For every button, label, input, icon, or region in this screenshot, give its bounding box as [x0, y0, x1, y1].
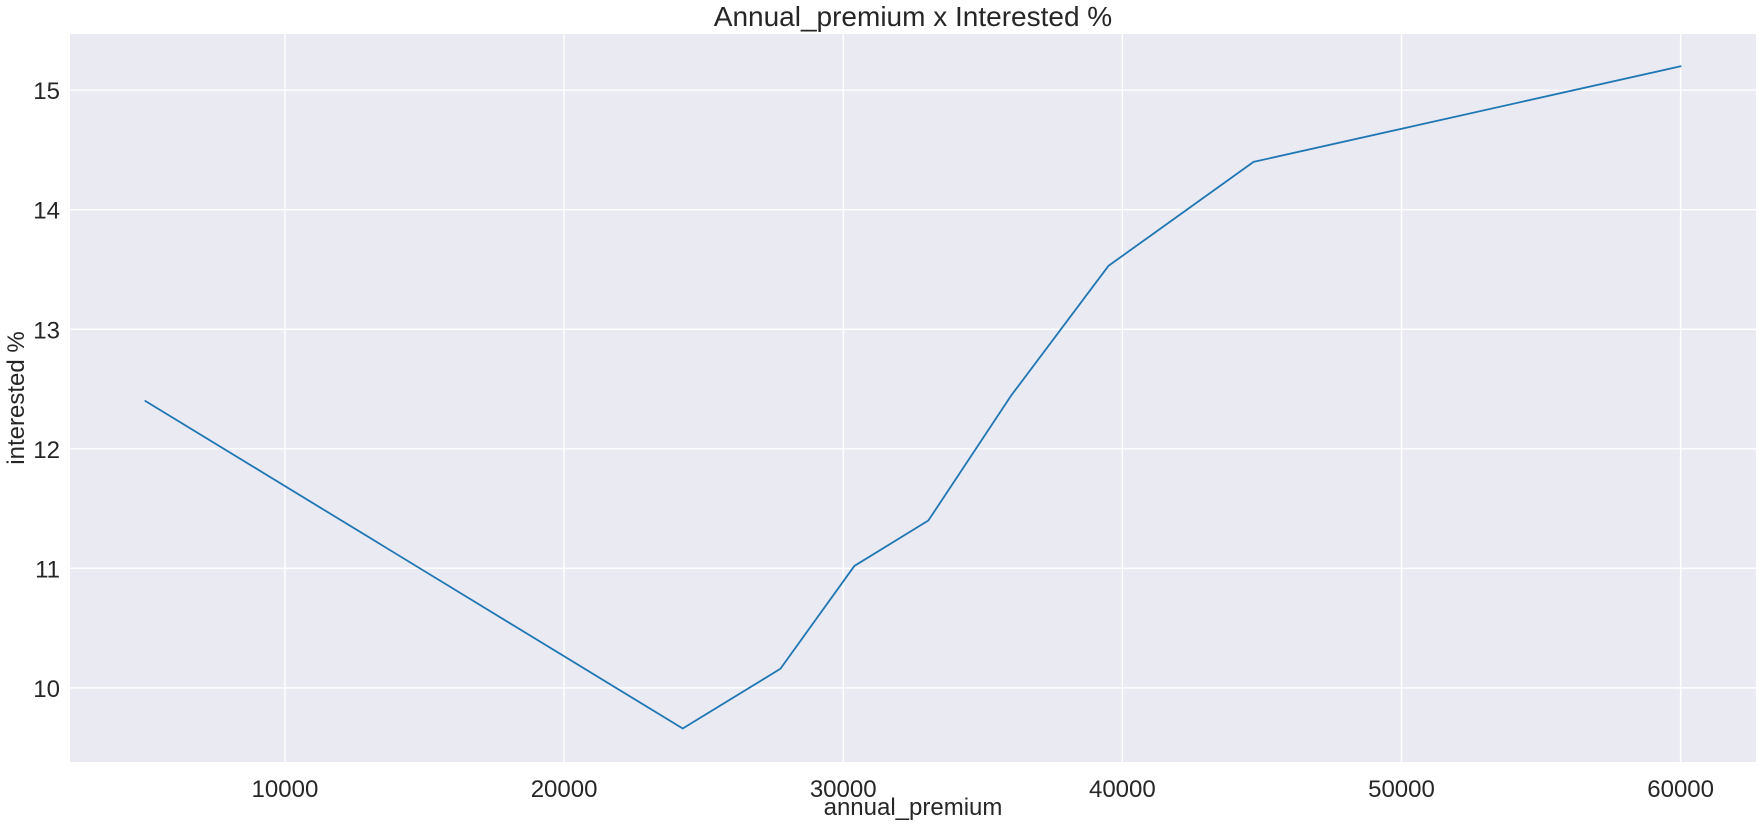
y-tick-label: 13: [33, 317, 60, 344]
data-point: [778, 667, 782, 671]
data-point: [681, 727, 685, 731]
data-point: [1252, 160, 1256, 164]
x-tick-label: 10000: [252, 776, 319, 803]
x-gridlines: [284, 34, 1682, 762]
y-tick-label: 12: [33, 437, 60, 464]
series-layer: [143, 64, 1683, 731]
x-tick-label: 60000: [1647, 776, 1714, 803]
data-point: [852, 564, 856, 568]
y-tick-label: 14: [33, 198, 60, 225]
data-point: [1106, 264, 1110, 268]
x-tick-label: 30000: [810, 776, 877, 803]
data-point: [143, 399, 147, 403]
data-point: [926, 519, 930, 523]
x-tick-label: 40000: [1089, 776, 1156, 803]
y-tick-label: 15: [33, 78, 60, 105]
data-point: [1009, 394, 1013, 398]
series-line: [144, 65, 1682, 730]
y-tick-label: 11: [35, 556, 60, 583]
y-gridlines: [70, 89, 1756, 689]
y-tick-labels: 10 11 12 13 14 15: [33, 78, 60, 703]
x-tick-label: 50000: [1368, 776, 1435, 803]
x-tick-label: 20000: [531, 776, 598, 803]
y-axis-label: interested %: [3, 331, 30, 464]
y-tick-label: 10: [33, 676, 60, 703]
plot-background: [70, 34, 1756, 762]
data-point: [1679, 64, 1683, 68]
chart-title: Annual_premium x Interested %: [714, 1, 1112, 32]
x-axis-label: annual_premium: [824, 794, 1003, 821]
x-tick-labels: 10000 20000 30000 40000 50000 60000: [252, 776, 1714, 803]
